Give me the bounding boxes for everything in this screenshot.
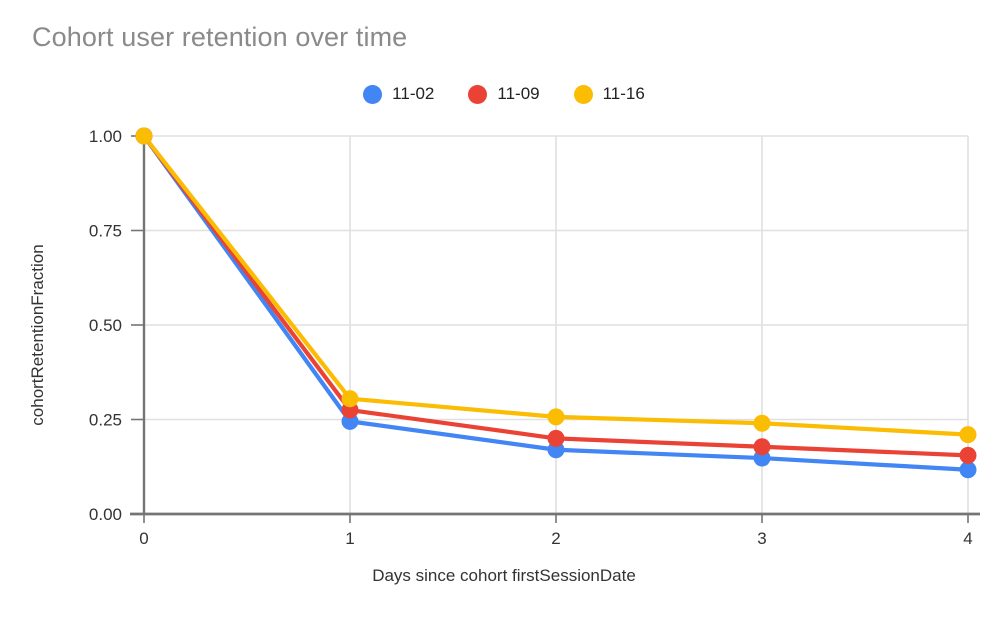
x-tick-label: 1 <box>345 529 354 548</box>
data-point-marker[interactable] <box>547 408 565 426</box>
legend-swatch-icon <box>573 84 593 104</box>
legend-label: 11-09 <box>497 84 540 103</box>
chart-title: Cohort user retention over time <box>32 22 408 52</box>
legend-label: 11-16 <box>602 84 645 103</box>
data-point-marker[interactable] <box>753 414 771 432</box>
series-markers-group <box>135 127 977 479</box>
y-axis-title: cohortRetentionFraction <box>28 244 47 426</box>
y-tick-labels-group: 0.00 0.25 0.50 0.75 1.00 <box>89 127 122 524</box>
tick-marks-group <box>131 135 969 523</box>
data-point-marker[interactable] <box>547 429 565 447</box>
data-point-marker[interactable] <box>341 390 359 408</box>
legend-item-series-1[interactable]: 11-02 <box>363 84 434 104</box>
y-tick-label: 0.50 <box>89 316 122 335</box>
x-tick-label: 3 <box>757 529 766 548</box>
y-tick-label: 0.25 <box>89 411 122 430</box>
legend-item-series-3[interactable]: 11-16 <box>573 84 645 104</box>
chart-legend: 11-02 11-09 11-16 <box>0 84 1008 104</box>
data-point-marker[interactable] <box>135 127 153 145</box>
legend-label: 11-02 <box>392 84 435 103</box>
x-tick-labels-group: 0 1 2 3 4 <box>139 529 972 548</box>
legend-item-series-2[interactable]: 11-09 <box>468 84 540 104</box>
data-point-marker[interactable] <box>959 446 977 464</box>
data-point-marker[interactable] <box>959 426 977 444</box>
data-point-marker[interactable] <box>753 438 771 456</box>
y-tick-label: 0.75 <box>89 222 122 241</box>
x-tick-label: 2 <box>551 529 560 548</box>
legend-swatch-icon <box>363 84 383 104</box>
y-tick-label: 0.00 <box>89 505 122 524</box>
x-axis-title: Days since cohort firstSessionDate <box>372 566 636 585</box>
x-tick-label: 4 <box>963 529 972 548</box>
data-point-marker[interactable] <box>959 461 977 479</box>
legend-swatch-icon <box>468 84 488 104</box>
y-tick-label: 1.00 <box>89 127 122 146</box>
x-tick-label: 0 <box>139 529 148 548</box>
